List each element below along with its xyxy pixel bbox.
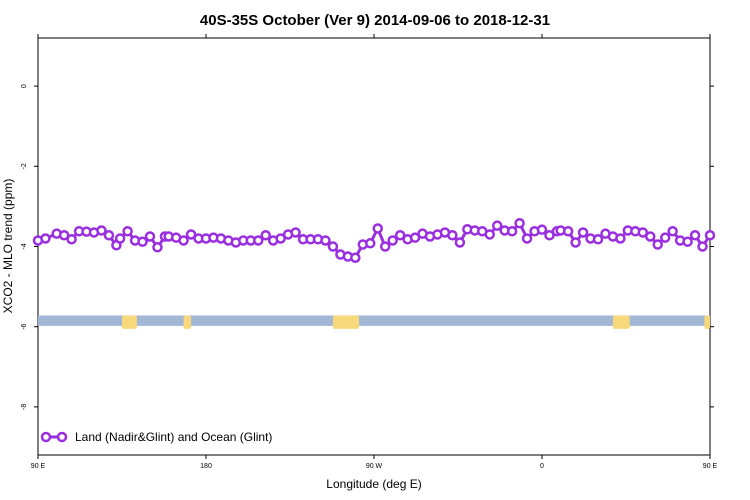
data-point — [704, 230, 716, 241]
x-tick-label: 180 — [200, 463, 212, 470]
data-point — [387, 235, 398, 246]
data-point — [40, 233, 51, 244]
data-point — [570, 237, 581, 248]
land-patch — [704, 315, 710, 329]
legend-marker — [56, 431, 68, 443]
y-axis-label: XCO2 - MLO trend (ppm) — [1, 179, 15, 314]
data-point — [491, 220, 503, 231]
data-point — [615, 233, 626, 244]
data-point — [394, 230, 406, 241]
data-point — [350, 252, 361, 263]
y-tick-label: -2 — [21, 163, 28, 169]
data-point — [144, 231, 156, 242]
data-point — [114, 233, 126, 244]
data-point — [667, 226, 678, 237]
data-point — [592, 234, 604, 245]
data-point — [689, 230, 701, 241]
data-point — [454, 237, 466, 248]
data-point — [327, 241, 339, 252]
data-point — [409, 232, 421, 243]
x-tick-label: 90 E — [703, 463, 718, 470]
data-point — [697, 241, 708, 252]
data-point — [372, 223, 383, 234]
data-point — [152, 242, 163, 253]
data-point — [659, 232, 671, 243]
data-point — [562, 226, 574, 237]
legend-label: Land (Nadir&Glint) and Ocean (Glint) — [75, 430, 272, 444]
data-point — [275, 233, 286, 244]
y-tick-label: -6 — [21, 323, 28, 329]
x-tick-label: 0 — [540, 463, 544, 470]
x-tick-label: 90 E — [31, 463, 46, 470]
y-tick-label: 0 — [21, 84, 28, 88]
surface-band — [38, 315, 710, 329]
land-patch — [612, 315, 630, 329]
ocean-band — [38, 315, 710, 326]
data-point — [253, 235, 264, 246]
x-axis-label: Longitude (deg E) — [326, 477, 421, 491]
data-point — [645, 231, 656, 242]
data-point — [96, 225, 107, 236]
data-point — [536, 224, 548, 235]
x-axis: 90 E 180 90 W 0 90 E — [31, 455, 718, 470]
land-patch — [122, 315, 137, 329]
data-point — [137, 236, 148, 247]
data-point — [652, 239, 663, 250]
legend-marker — [40, 431, 52, 443]
data-point — [260, 230, 271, 241]
data-point — [484, 229, 495, 240]
data-point — [379, 241, 391, 252]
data-point — [122, 226, 133, 237]
chart-title: 40S-35S October (Ver 9) 2014-09-06 to 20… — [200, 12, 550, 29]
data-point — [637, 227, 649, 238]
y-tick-label: -8 — [21, 404, 28, 410]
data-point — [506, 226, 518, 237]
data-point — [514, 217, 525, 229]
data-point — [682, 236, 693, 247]
data-point — [66, 234, 77, 245]
land-patch — [183, 315, 192, 329]
data-point — [521, 233, 533, 244]
legend: Land (Nadir&Glint) and Ocean (Glint) — [40, 430, 272, 444]
land-patch — [332, 315, 360, 329]
data-point — [178, 235, 189, 246]
data-point — [103, 230, 115, 241]
data-point — [58, 230, 70, 241]
data-point — [185, 229, 197, 240]
data-point — [290, 227, 301, 238]
data-point — [544, 230, 555, 241]
data-point — [365, 238, 376, 249]
x-tick-label: 90 W — [366, 463, 383, 470]
y-axis: 0 -2 -4 -6 -8 — [21, 84, 714, 410]
data-point — [447, 230, 458, 241]
data-point — [320, 235, 331, 246]
y-tick-label: -4 — [21, 243, 28, 249]
series-layer — [32, 217, 716, 263]
data-point — [577, 227, 589, 238]
x-axis-top — [37, 34, 711, 38]
